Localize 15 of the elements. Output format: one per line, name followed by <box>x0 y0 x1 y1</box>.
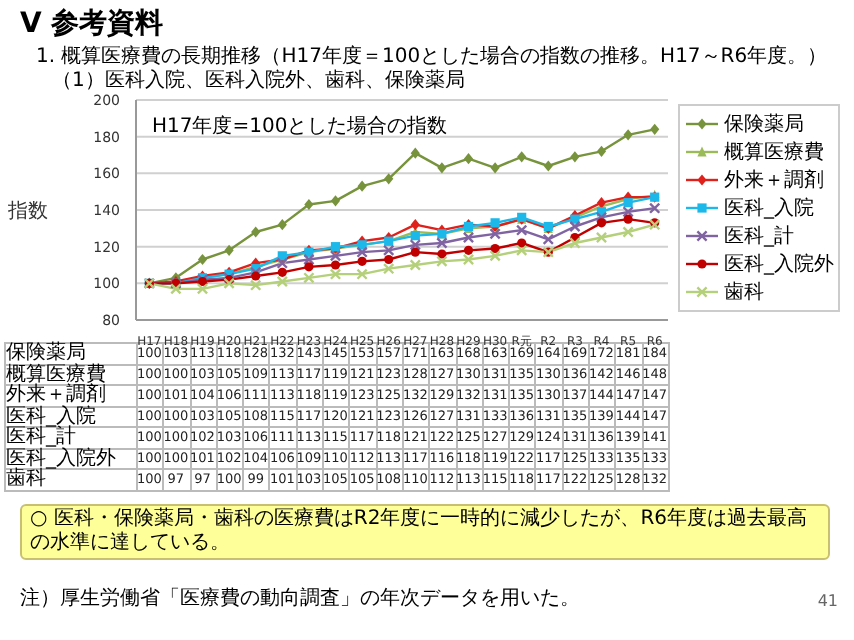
chart-title: V 参考資料 <box>20 6 164 42</box>
text: 41 <box>817 592 838 610</box>
legend-label: 概算医療費 <box>724 139 824 166</box>
legend-label: 医科_入院外 <box>724 251 834 278</box>
chart-subtitle: 1. 概算医療費の長期推移（H17年度＝100とした場合の指数の推移。H17～R6年度。） <box>36 43 828 69</box>
annotation: H17年度=100とした場合の指数 <box>152 113 448 140</box>
text: 注）厚生労働省「医療費の動向調査」の年次データを用いた。 <box>20 585 580 612</box>
text: ○ 医科・保険薬局・歯科の医療費はR2年度に一時的に減少したが、R6年度は過去最高の水準に達している。 <box>20 504 830 560</box>
legend-label: 保険薬局 <box>724 111 804 138</box>
text: （1）医科入院、医科入院外、歯科、保険薬局 <box>52 67 465 94</box>
legend-label: 医科_入院 <box>724 195 814 222</box>
legend-label: 医科_計 <box>724 223 794 250</box>
legend-label: 歯科 <box>724 279 764 306</box>
legend-label: 外来＋調剤 <box>724 167 824 194</box>
y-axis-title: 指数 <box>6 199 48 224</box>
